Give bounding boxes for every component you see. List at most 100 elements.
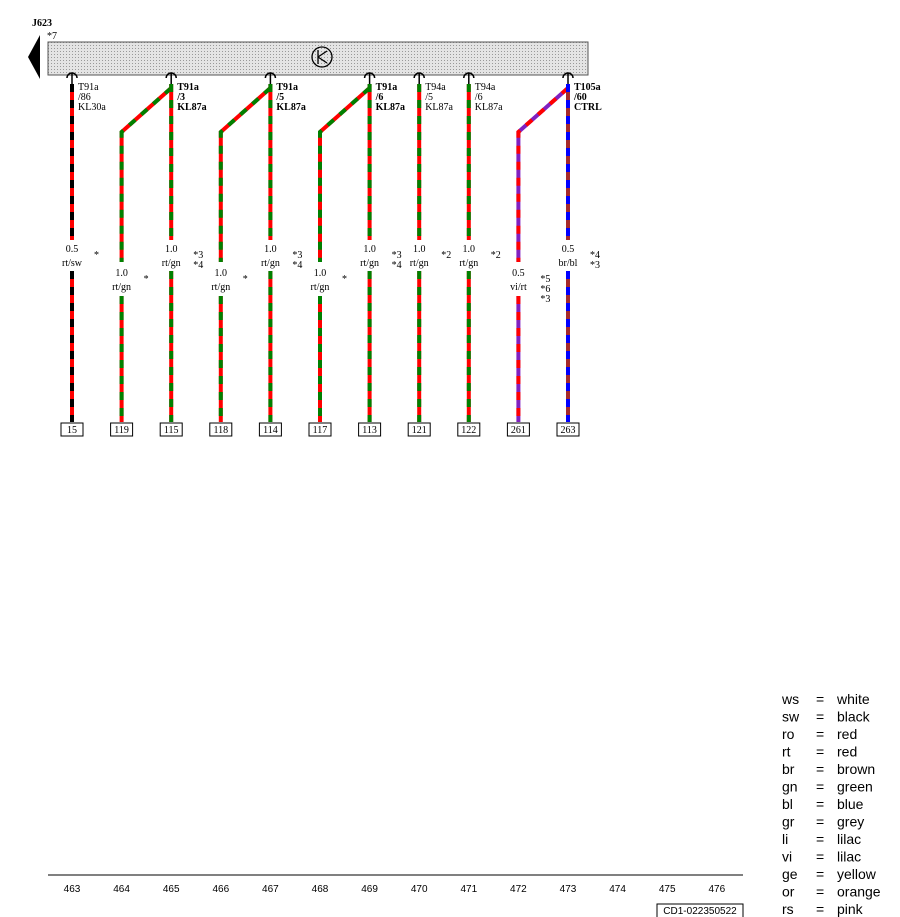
legend-text: white	[836, 691, 870, 707]
legend-text: =	[816, 726, 824, 742]
terminal-box	[407, 422, 431, 437]
ruler-number: 472	[510, 884, 527, 895]
connector-label: /5	[275, 92, 284, 103]
legend-text: rs	[782, 901, 794, 917]
legend-text: green	[837, 779, 873, 795]
terminal-box	[308, 422, 332, 437]
legend-text: grey	[837, 814, 864, 830]
legend-text: pink	[837, 901, 864, 917]
legend-text: black	[837, 709, 871, 725]
wire	[318, 86, 371, 262]
legend-text: red	[837, 726, 857, 742]
wire-stripe	[516, 86, 570, 262]
legend-text: br	[782, 761, 795, 777]
legend-text: =	[816, 849, 824, 865]
ruler-number: 466	[212, 884, 229, 895]
wire-color: rt/gn	[360, 258, 379, 269]
legend-text: vi	[782, 849, 792, 865]
wire-stripe	[119, 86, 173, 262]
wire-gauge: 1.0	[463, 244, 476, 255]
connector-pin	[562, 72, 574, 84]
connector-label: /6	[475, 92, 483, 103]
wire-gauge: 0.5	[66, 244, 79, 255]
ruler-number: 468	[312, 884, 329, 895]
connector-label: /60	[573, 92, 587, 103]
terminal-number: 119	[114, 425, 129, 436]
wire-color: rt/gn	[211, 282, 230, 293]
ruler-number: 467	[262, 884, 279, 895]
component-note: *7	[47, 31, 57, 42]
legend-text: =	[816, 831, 824, 847]
connector-pin	[413, 72, 425, 84]
footer-box	[656, 903, 744, 917]
ruler-number: 464	[113, 884, 130, 895]
terminal-box	[110, 422, 134, 437]
wire-stripe	[218, 86, 272, 262]
wire-gauge: 0.5	[512, 268, 525, 279]
connector-label: KL87a	[425, 102, 453, 113]
legend-text: =	[816, 796, 824, 812]
terminal-number: 115	[164, 425, 179, 436]
ruler-number: 476	[708, 884, 725, 895]
wire-note: *3	[540, 294, 550, 305]
terminal-number: 117	[313, 425, 328, 436]
wire-note: *3	[590, 260, 600, 271]
legend-text: =	[816, 691, 824, 707]
connector-label: KL87a	[276, 102, 305, 113]
terminal-number: 261	[511, 425, 526, 436]
connector-label: /6	[375, 92, 384, 103]
wire-note: *5	[540, 274, 550, 285]
terminal-number: 114	[263, 425, 278, 436]
terminal-number: 113	[362, 425, 377, 436]
ruler-number: 463	[64, 884, 81, 895]
wire	[218, 86, 272, 262]
wire-stripe	[318, 86, 371, 262]
legend-text: brown	[837, 761, 875, 777]
wire-color: br/bl	[559, 258, 578, 269]
wire-color: rt/gn	[162, 258, 181, 269]
legend-text: li	[782, 831, 788, 847]
ruler-number: 470	[411, 884, 428, 895]
wire-gauge: 1.0	[314, 268, 327, 279]
connector-label: KL87a	[177, 102, 206, 113]
connector-label: T94a	[425, 82, 446, 93]
terminal-number: 121	[412, 425, 427, 436]
terminal-box	[159, 422, 183, 437]
connector-pin	[165, 72, 177, 84]
transistor-symbol	[311, 46, 333, 68]
terminal-number: 263	[561, 425, 576, 436]
connector-label: T105a	[574, 82, 601, 93]
legend-text: bl	[782, 796, 793, 812]
terminal-number: 122	[461, 425, 476, 436]
wire-gauge: 1.0	[413, 244, 426, 255]
wire-note: *	[144, 274, 149, 285]
connector-label: T91a	[376, 82, 398, 93]
footer-code: CD1-022350522	[663, 906, 737, 917]
wire-note: *	[94, 250, 99, 261]
wire-note: *	[342, 274, 347, 285]
wire-color: rt/gn	[459, 258, 478, 269]
wire-color: vi/rt	[510, 282, 527, 293]
wire-note: *4	[392, 260, 402, 271]
connector-label: KL87a	[475, 102, 503, 113]
connector-pin	[66, 72, 78, 84]
ruler-number: 474	[609, 884, 626, 895]
wire-note: *6	[540, 284, 550, 295]
ruler-number: 469	[361, 884, 378, 895]
connector-label: T91a	[177, 82, 199, 93]
legend-text: =	[816, 901, 824, 917]
wire-note: *3	[392, 250, 402, 261]
wire-gauge: 1.0	[215, 268, 228, 279]
connector-pin	[264, 72, 277, 84]
legend-text: ws	[781, 691, 799, 707]
legend-text: ge	[782, 866, 798, 882]
wire-note: *3	[193, 250, 203, 261]
legend-text: gn	[782, 779, 798, 795]
terminal-box	[506, 422, 530, 437]
wire-gauge: 0.5	[562, 244, 575, 255]
legend-text: yellow	[837, 866, 877, 882]
terminal-box	[556, 422, 580, 437]
legend-text: sw	[782, 709, 800, 725]
terminal-box	[457, 422, 481, 437]
terminal-box	[60, 422, 84, 437]
